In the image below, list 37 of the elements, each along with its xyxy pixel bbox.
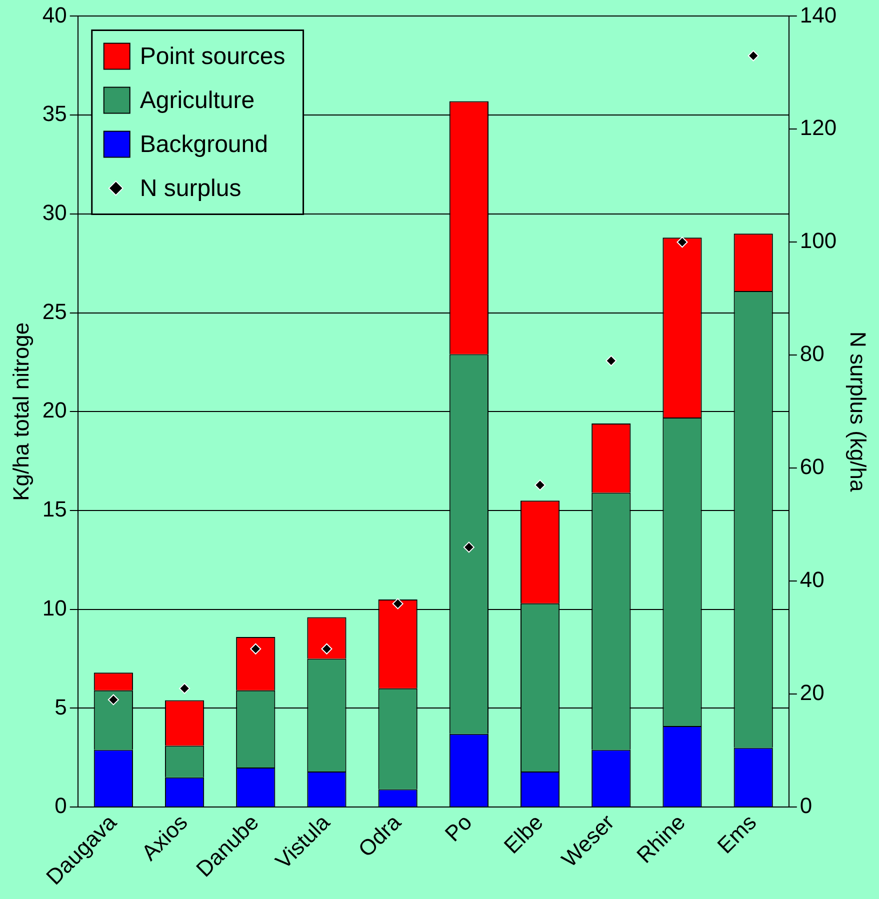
y2-tick-label: 80	[800, 341, 824, 366]
point	[748, 50, 759, 62]
y-tick-label: 30	[42, 200, 67, 225]
y-tick-label: 40	[42, 2, 67, 28]
x-tick-label: Ems	[712, 810, 762, 858]
y-tick-label: 5	[54, 694, 67, 720]
point	[321, 643, 332, 654]
point	[179, 682, 190, 694]
point	[463, 542, 474, 553]
x-tick-label: Po	[440, 810, 477, 846]
x-tick-label: Odra	[353, 809, 406, 862]
legend-label: N surplus	[140, 174, 242, 202]
y2-axis-title: N surplus (kg/ha	[846, 332, 871, 492]
point	[250, 643, 262, 654]
y2-tick-label: 100	[800, 228, 837, 254]
y2-tick-label: 0	[800, 793, 812, 818]
point	[676, 236, 688, 248]
y-tick-label: 0	[54, 793, 67, 818]
y2-tick-label: 60	[800, 454, 824, 480]
x-tick-label: Elbe	[499, 810, 548, 858]
y2-tick-label: 40	[800, 567, 824, 592]
point	[606, 355, 617, 366]
y-tick-label: 10	[42, 595, 67, 620]
y-tick-label: 25	[42, 298, 67, 324]
y2-tick-label: 20	[800, 680, 824, 706]
point	[108, 694, 119, 706]
y2-tick-label: 140	[800, 2, 837, 28]
y-tick-label: 20	[42, 398, 67, 423]
point	[534, 480, 546, 491]
legend-label: Agriculture	[140, 86, 255, 114]
legend-label: Background	[140, 130, 268, 158]
point	[392, 598, 404, 610]
y-tick-label: 15	[42, 496, 67, 522]
legend-label: Point sources	[140, 42, 286, 70]
y-axis-title: Kg/ha total nitroge	[8, 322, 34, 501]
y2-tick-label: 120	[800, 115, 837, 140]
y-tick-label: 35	[42, 101, 67, 126]
